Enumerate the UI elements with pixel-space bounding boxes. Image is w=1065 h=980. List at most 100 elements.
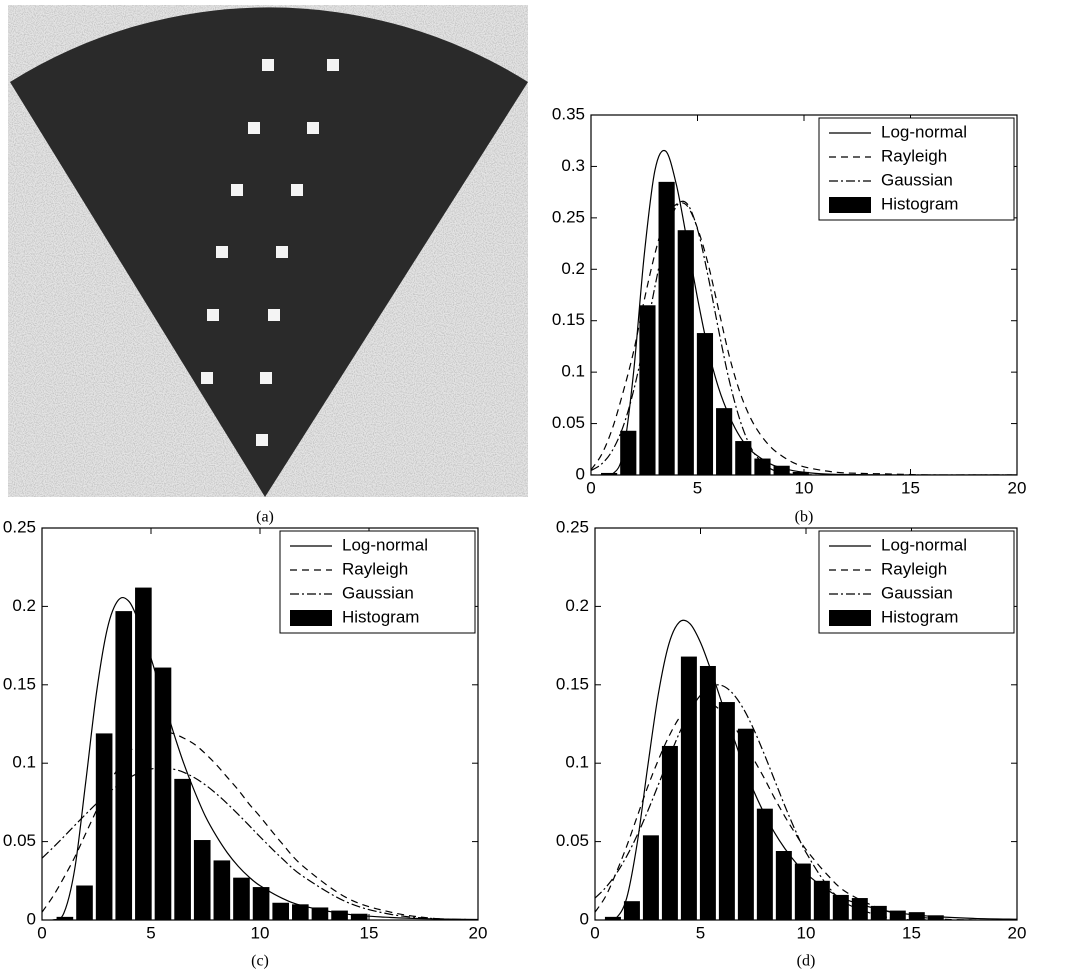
bar: [76, 886, 93, 920]
x-tick-label: 15: [360, 923, 379, 942]
y-tick-label: 0.2: [561, 259, 585, 278]
x-tick-label: 0: [586, 478, 595, 497]
target: [256, 434, 268, 446]
target: [262, 59, 274, 71]
bar: [272, 903, 289, 920]
target: [327, 59, 339, 71]
legend-label: Histogram: [342, 607, 419, 626]
bar: [194, 840, 211, 920]
bar: [681, 657, 697, 920]
target: [207, 309, 219, 321]
page: {"figure_a": {"caption": "(a)"}, "chart_…: [0, 0, 1065, 975]
figure: (a) 0510152000.050.10.150.20.250.30.35Lo…: [0, 0, 1065, 975]
x-tick-label: 5: [696, 923, 705, 942]
y-tick-label: 0: [27, 909, 36, 928]
x-tick-label: 0: [590, 923, 599, 942]
y-tick-label: 0.3: [561, 156, 585, 175]
bar: [233, 878, 250, 920]
target: [231, 184, 243, 196]
legend-label: Log-normal: [881, 122, 967, 141]
bar: [174, 779, 191, 920]
legend-label: Gaussian: [881, 583, 953, 602]
legend-label: Rayleigh: [342, 559, 408, 578]
bar: [115, 611, 132, 920]
legend-swatch: [829, 610, 871, 626]
x-tick-label: 15: [902, 923, 921, 942]
target: [201, 372, 213, 384]
legend-label: Histogram: [881, 194, 958, 213]
target: [276, 246, 288, 258]
bar: [643, 835, 659, 920]
bar: [852, 898, 868, 920]
legend-label: Gaussian: [881, 170, 953, 189]
y-tick-label: 0.15: [556, 674, 589, 693]
legend-label: Rayleigh: [881, 559, 947, 578]
y-tick-label: 0.25: [556, 517, 589, 536]
bar: [833, 895, 849, 920]
legend-label: Histogram: [881, 607, 958, 626]
x-tick-label: 5: [693, 478, 702, 497]
y-tick-label: 0.2: [12, 596, 36, 615]
legend-label: Log-normal: [881, 535, 967, 554]
bar: [96, 733, 113, 920]
bar: [639, 305, 655, 475]
y-tick-label: 0.25: [3, 517, 36, 536]
legend: Log-normal Rayleigh Gaussian Histogram: [819, 531, 1014, 633]
target: [307, 122, 319, 134]
target: [216, 246, 228, 258]
y-tick-label: 0.15: [3, 674, 36, 693]
bar: [135, 588, 152, 920]
x-tick-label: 15: [901, 478, 920, 497]
bar: [697, 333, 713, 475]
legend-swatch: [290, 610, 332, 626]
x-tick-label: 10: [795, 478, 814, 497]
y-tick-label: 0.1: [12, 753, 36, 772]
y-tick-label: 0: [576, 464, 585, 483]
y-tick-label: 0.15: [552, 310, 585, 329]
ultrasound-image: [8, 5, 528, 497]
x-tick-label: 0: [37, 923, 46, 942]
y-tick-label: 0.1: [561, 362, 585, 381]
y-tick-label: 0.05: [556, 831, 589, 850]
x-tick-label: 10: [797, 923, 816, 942]
y-tick-label: 0.2: [565, 596, 589, 615]
bar: [754, 459, 770, 475]
bar: [624, 901, 640, 920]
caption: (b): [795, 509, 814, 526]
chart: 0 5 10 15 20 0 0.05 0.1 0.15 0.2 0.25 Log-normal Ray…: [556, 517, 1027, 969]
y-tick-label: 0.25: [552, 207, 585, 226]
y-tick-label: 0: [580, 909, 589, 928]
target: [248, 122, 260, 134]
y-tick-label: 0.05: [3, 831, 36, 850]
x-tick-label: 10: [251, 923, 270, 942]
caption: (c): [251, 953, 269, 970]
legend-swatch: [829, 197, 871, 213]
target: [260, 372, 272, 384]
target: [268, 309, 280, 321]
target: [291, 184, 303, 196]
caption: (a): [256, 509, 274, 526]
bar: [214, 860, 231, 920]
caption: (d): [797, 953, 816, 970]
legend-label: Rayleigh: [881, 146, 947, 165]
y-tick-label: 0.1: [565, 753, 589, 772]
bar: [662, 746, 678, 920]
y-tick-label: 0.05: [552, 413, 585, 432]
bar: [776, 851, 792, 920]
bar: [253, 887, 270, 920]
legend: Log-normal Rayleigh Gaussian Histogram: [819, 118, 1014, 220]
x-tick-label: 5: [146, 923, 155, 942]
bar: [155, 668, 172, 920]
bar: [659, 182, 675, 475]
x-tick-label: 20: [469, 923, 488, 942]
chart: 0 5 10 15 20 0 0.05 0.1 0.15 0.2 0.25 0.3 0.35 Log-no…: [552, 104, 1027, 525]
x-tick-label: 20: [1008, 478, 1027, 497]
y-tick-label: 0.35: [552, 104, 585, 123]
bar: [735, 441, 751, 475]
bar: [795, 864, 811, 920]
x-tick-label: 20: [1008, 923, 1027, 942]
legend-label: Gaussian: [342, 583, 414, 602]
bar: [700, 666, 716, 920]
